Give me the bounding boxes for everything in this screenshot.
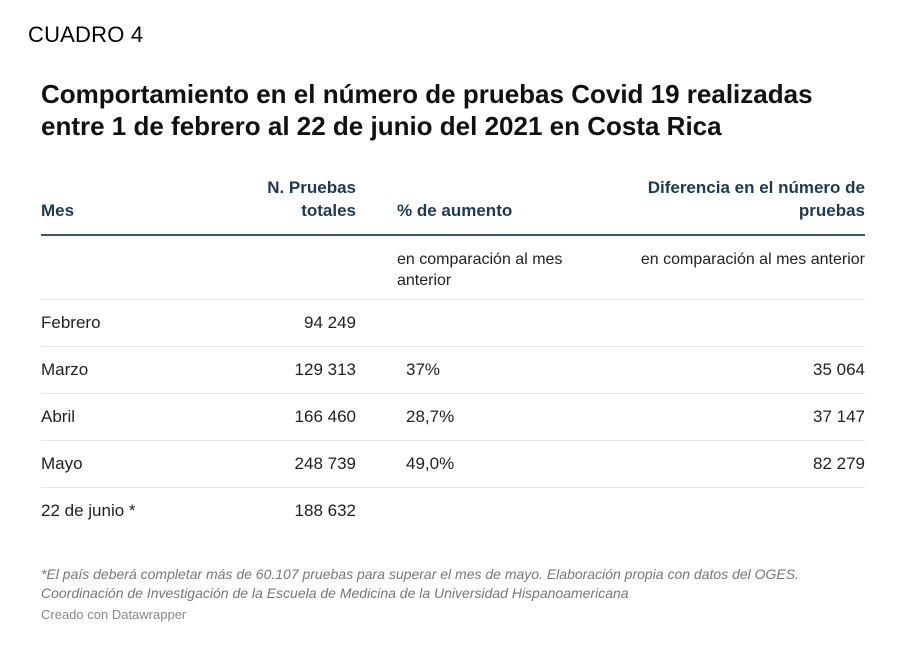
cell-diferencia [577,487,865,534]
cell-aumento [356,299,577,347]
cell-pruebas: 94 249 [241,299,356,347]
table-row: Febrero 94 249 [41,299,865,347]
cell-pruebas: 129 313 [241,346,356,394]
table-title: Comportamiento en el número de pruebas C… [41,79,813,141]
cell-aumento: 37% [356,346,577,394]
subheader-empty [41,235,241,300]
cell-diferencia: 37 147 [577,393,865,441]
table-row: Marzo 129 313 37% 35 064 [41,346,865,394]
cell-diferencia [577,299,865,347]
cell-mes: Febrero [41,299,241,347]
table-row: 22 de junio * 188 632 [41,487,865,534]
subheader-aumento: en comparación al mes anterior [356,235,577,300]
subheader-diferencia: en comparación al mes anterior [577,235,865,300]
cell-mes: 22 de junio * [41,500,136,520]
subheader-empty [241,235,356,300]
subheader-row: en comparación al mes anterior en compar… [41,235,865,300]
table-label: CUADRO 4 [28,22,144,47]
credit-link[interactable]: Creado con Datawrapper [41,607,187,622]
cell-mes: Mayo [41,440,241,488]
cell-aumento [356,487,577,534]
cell-pruebas: 188 632 [294,500,356,520]
header-row: Mes N. Pruebas totales % de aumento Dife… [41,176,865,236]
header-diferencia[interactable]: Diferencia en el número de pruebas [577,176,865,236]
table-row: Abril 166 460 28,7% 37 147 [41,393,865,441]
cell-pruebas: 166 460 [241,393,356,441]
cell-aumento: 49,0% [356,440,577,488]
data-table: Mes N. Pruebas totales % de aumento Dife… [41,176,865,534]
cell-diferencia: 82 279 [577,440,865,488]
header-aumento[interactable]: % de aumento [356,176,577,236]
header-pruebas[interactable]: N. Pruebas totales [241,176,356,236]
cell-pruebas: 248 739 [241,440,356,488]
cell-mes: Marzo [41,346,241,394]
table-row: Mayo 248 739 49,0% 82 279 [41,440,865,488]
cell-mes: Abril [41,393,241,441]
footnote: *El país deberá completar más de 60.107 … [41,566,799,601]
header-mes[interactable]: Mes [41,176,241,236]
cell-diferencia: 35 064 [577,346,865,394]
cell-aumento: 28,7% [356,393,577,441]
